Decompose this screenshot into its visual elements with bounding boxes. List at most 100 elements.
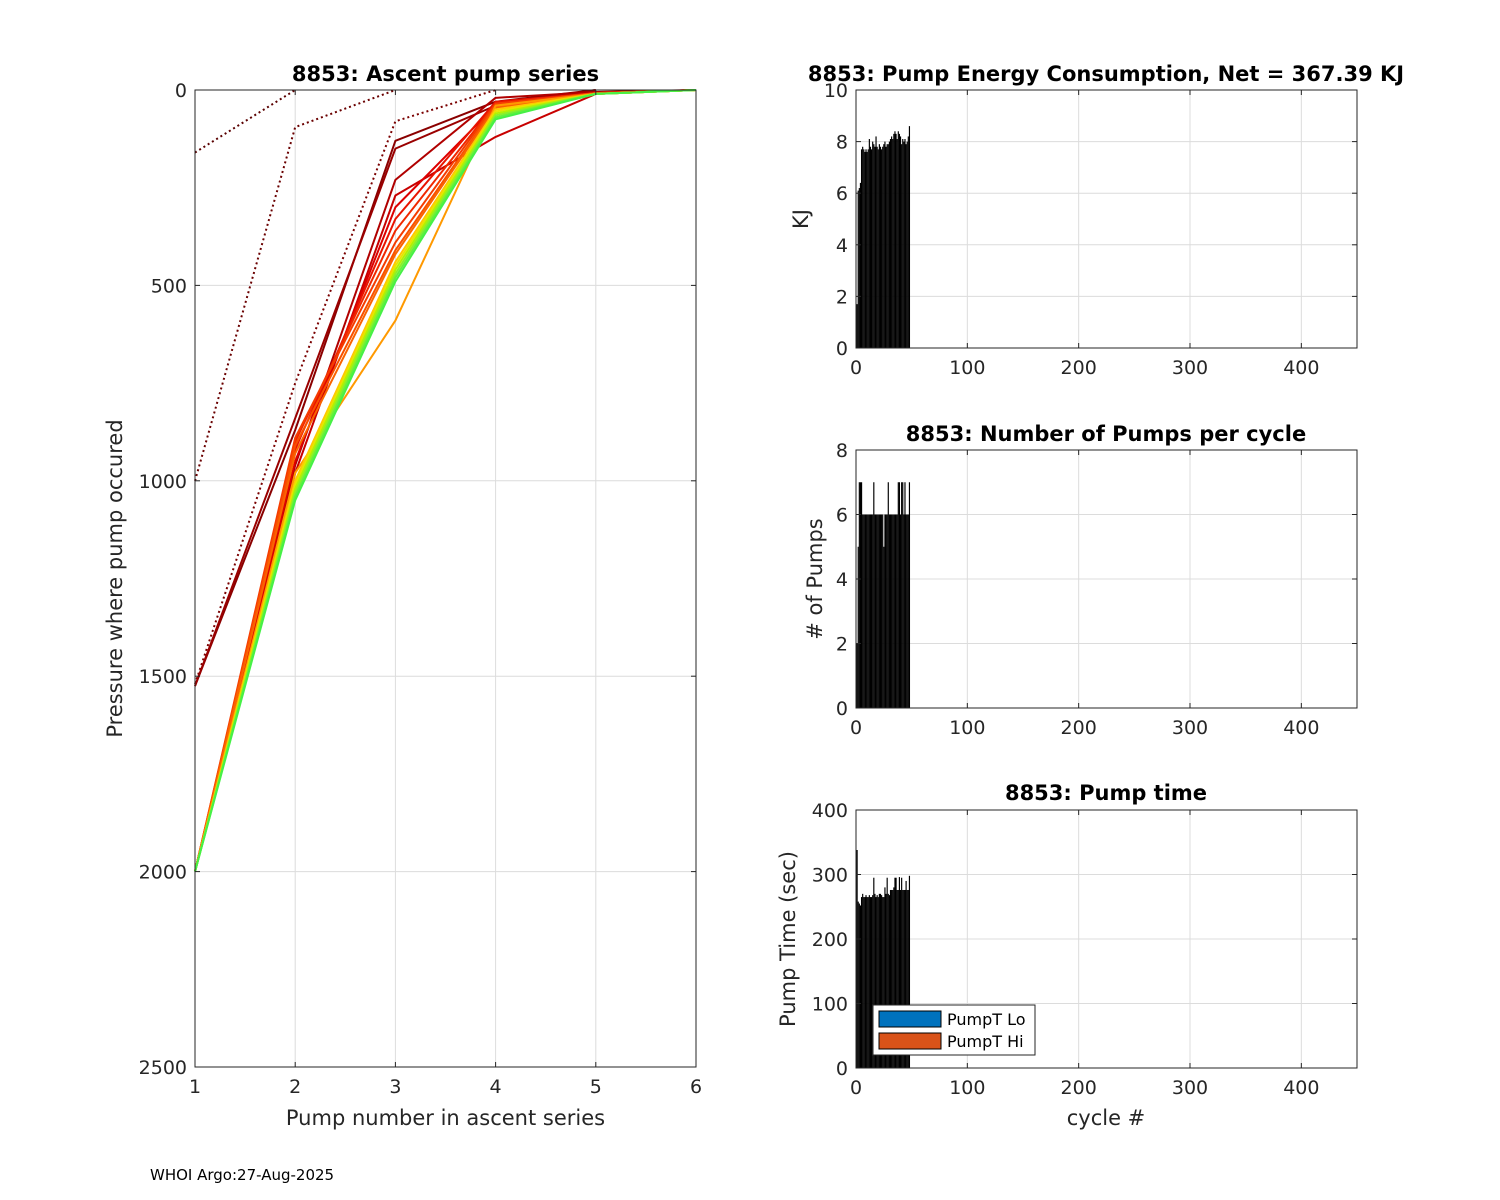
pumptime-bar [906, 889, 908, 1068]
x-tick-label: 400 [1283, 1077, 1319, 1099]
y-tick-label: 6 [836, 183, 848, 205]
energy-bar [872, 141, 874, 348]
pumps-bar [898, 482, 901, 708]
x-tick-label: 0 [850, 1077, 862, 1099]
pumptime-bar [871, 897, 873, 1068]
pumptime-bar [858, 903, 860, 1068]
y-tick-label: 400 [812, 800, 848, 822]
ascent-title: 8853: Ascent pump series [292, 62, 599, 86]
pumps-bar [874, 514, 876, 708]
energy-bar [894, 131, 896, 348]
pumps-bar [888, 514, 890, 708]
energy-bar [863, 149, 865, 348]
y-tick-label: 4 [836, 569, 848, 591]
ascent-series-cycle-20 [194, 89, 697, 872]
pumps-bar [876, 514, 878, 708]
y-tick-label: 2500 [139, 1057, 187, 1079]
pumps-bar [862, 514, 864, 708]
pumptime-bar [905, 880, 907, 1068]
pumps-bar [886, 514, 888, 708]
pumptime-title: 8853: Pump time [1005, 781, 1207, 805]
pumps-bar [891, 514, 893, 708]
pumptime-bar [879, 893, 882, 1068]
energy-bar [860, 149, 863, 348]
y-tick-label: 6 [836, 505, 848, 527]
energy-bar [908, 126, 911, 349]
footer-stamp: WHOI Argo:27-Aug-2025 [150, 1166, 335, 1184]
pumps-bar [906, 514, 908, 708]
legend-swatch-lo [878, 1010, 942, 1028]
pumptime-legend: PumpT Lo PumpT Hi [872, 1004, 1036, 1056]
pumps-bar [869, 514, 872, 708]
energy-bar [901, 144, 903, 348]
energy-bar [866, 151, 868, 348]
energy-bar [858, 188, 860, 348]
ascent-chart: 1 2 3 4 5 6 0 500 1000 1500 2000 2500 8853: Ascent … [103, 62, 702, 1130]
energy-plot-area [856, 90, 1357, 348]
pumps-bar [887, 482, 889, 708]
energy-ticks: 0 100 200 300 400 0 2 4 6 8 10 [824, 80, 1357, 379]
pumptime-bar [899, 889, 902, 1068]
energy-bar [862, 146, 864, 348]
pumptime-bar [892, 889, 894, 1068]
pumptime-bar [878, 893, 880, 1068]
energy-bar [896, 139, 898, 348]
pumptime-bar [874, 893, 876, 1068]
energy-bar [899, 136, 902, 348]
pumps-bar [904, 482, 906, 708]
pumps-bar [896, 514, 898, 708]
x-tick-label: 0 [850, 357, 862, 379]
pumps-bar [903, 514, 905, 708]
x-tick-label: 300 [1172, 357, 1208, 379]
energy-chart: 0 100 200 300 400 0 2 4 6 8 10 8853: Pump Energy C… [789, 62, 1404, 379]
legend-label-lo: PumpT Lo [947, 1010, 1026, 1029]
energy-bar [874, 146, 876, 348]
ascent-series-cycle-04 [194, 89, 596, 687]
energy-ylabel: KJ [789, 209, 813, 229]
energy-bar [907, 136, 909, 348]
x-tick-label: 2 [289, 1076, 301, 1098]
pumptime-bar [860, 897, 863, 1068]
energy-bar [884, 141, 886, 348]
energy-bar [897, 131, 899, 348]
pumptime-chart: 0 100 200 300 400 0 100 200 300 400 8853: Pump ti… [776, 781, 1358, 1130]
pumptime-bar [867, 897, 869, 1068]
pumps-chart: 0 100 200 300 400 0 2 4 6 8 8853: Number of Pumps… [803, 422, 1358, 739]
ascent-series [194, 89, 697, 872]
y-tick-label: 2000 [139, 862, 187, 884]
pumptime-ticks: 0 100 200 300 400 0 100 200 300 400 [812, 800, 1357, 1099]
pumptime-bar [885, 893, 887, 1068]
x-tick-label: 100 [949, 357, 985, 379]
x-tick-label: 200 [1061, 357, 1097, 379]
energy-bar [875, 136, 877, 348]
pumps-bar [899, 514, 902, 708]
pumps-bar [893, 514, 895, 708]
energy-bar [882, 146, 884, 348]
pumps-bar [905, 514, 907, 708]
energy-bar [856, 304, 858, 348]
y-tick-label: 1500 [139, 666, 187, 688]
pumptime-bar [864, 897, 866, 1068]
pumptime-bar [882, 897, 884, 1068]
pumps-bar [871, 514, 873, 708]
pumps-bar [864, 514, 866, 708]
pumps-bar [883, 546, 885, 708]
pumptime-bar [872, 895, 874, 1068]
x-tick-label: 400 [1283, 357, 1319, 379]
pumps-bar [895, 514, 897, 708]
energy-bar [864, 151, 866, 348]
pumps-bar [877, 514, 879, 708]
y-tick-label: 8 [836, 132, 848, 154]
energy-bar [868, 139, 870, 348]
y-tick-label: 0 [836, 338, 848, 360]
pumps-bar [901, 482, 903, 708]
x-tick-label: 200 [1061, 717, 1097, 739]
pumps-bar [897, 482, 899, 708]
energy-bar [904, 139, 906, 348]
pumptime-grid [856, 810, 1357, 1068]
y-tick-label: 0 [175, 80, 187, 102]
energy-title: 8853: Pump Energy Consumption, Net = 367… [808, 62, 1404, 86]
energy-bar [892, 139, 894, 348]
pumps-bar [858, 482, 860, 708]
pumptime-bar [859, 905, 862, 1068]
